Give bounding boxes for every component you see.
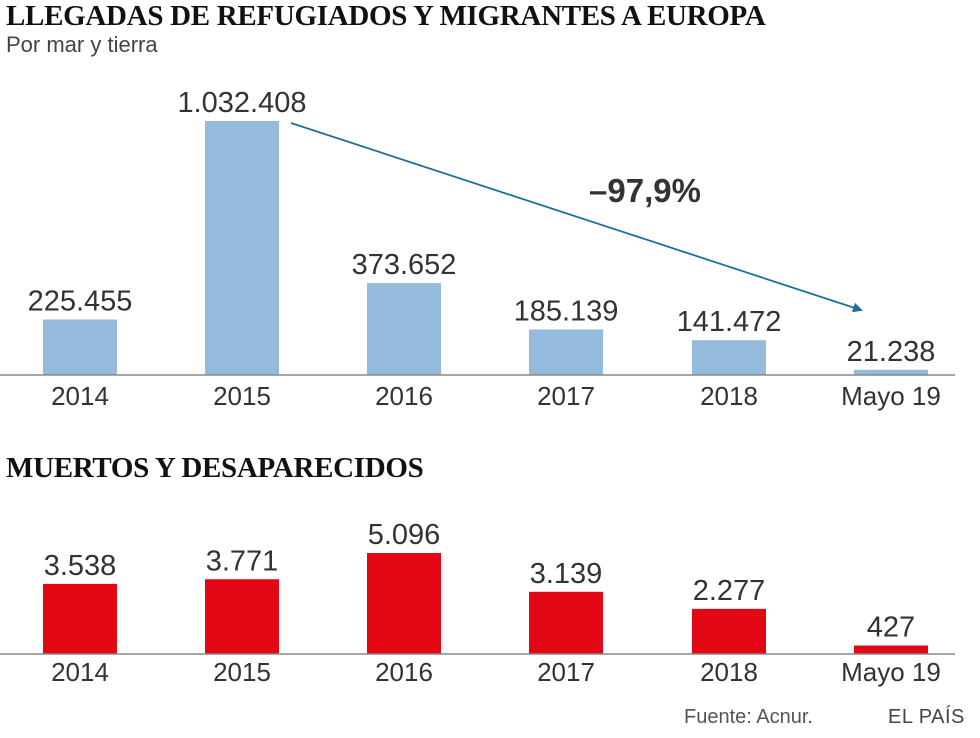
arrivals-tick-label-3: 2017: [537, 381, 595, 411]
arrivals-tick-label-5: Mayo 19: [841, 381, 941, 411]
decline-percentage-label: –97,9%: [589, 172, 701, 209]
brand-logo-text: EL PAÍS: [888, 706, 965, 728]
deaths-value-label-3: 3.139: [530, 558, 603, 590]
deaths-value-label-0: 3.538: [44, 550, 117, 582]
deaths-tick-label-5: Mayo 19: [841, 657, 941, 687]
chart1-subtitle: Por mar y tierra: [6, 32, 158, 57]
chart1-title: LLEGADAS DE REFUGIADOS Y MIGRANTES A EUR…: [6, 0, 766, 32]
source-note: Fuente: Acnur.: [684, 706, 813, 728]
chart2-title: MUERTOS Y DESAPARECIDOS: [6, 452, 424, 484]
arrivals-value-label-3: 185.139: [514, 295, 619, 327]
arrivals-tick-label-0: 2014: [51, 381, 109, 411]
arrivals-value-label-5: 21.238: [847, 336, 936, 368]
arrivals-bar-4: [692, 340, 766, 375]
deaths-tick-label-1: 2015: [213, 657, 271, 687]
arrivals-value-label-0: 225.455: [28, 286, 133, 318]
arrivals-bar-chart: –97,9% 225.455 1.032.408 373.652 185.139 141…: [0, 87, 955, 411]
deaths-value-label-4: 2.277: [693, 575, 766, 607]
arrivals-bar-0: [43, 319, 117, 375]
deaths-bar-0: [43, 583, 117, 654]
arrivals-x-tick-labels: 2014 2015 2016 2017 2018 Mayo 19: [51, 381, 941, 411]
deaths-bars: [43, 553, 928, 654]
deaths-value-label-2: 5.096: [368, 519, 441, 551]
arrivals-value-label-4: 141.472: [677, 306, 782, 338]
arrivals-value-labels: 225.455 1.032.408 373.652 185.139 141.472 21.…: [28, 87, 936, 368]
arrivals-bar-5: [854, 369, 928, 375]
deaths-tick-label-2: 2016: [375, 657, 433, 687]
deaths-tick-label-3: 2017: [537, 657, 595, 687]
deaths-bar-4: [692, 608, 766, 654]
arrivals-tick-label-4: 2018: [700, 381, 758, 411]
arrivals-bar-2: [367, 283, 441, 375]
deaths-value-label-1: 3.771: [206, 545, 279, 577]
deaths-bar-5: [854, 645, 928, 654]
arrivals-value-label-1: 1.032.408: [177, 87, 306, 119]
arrivals-tick-label-1: 2015: [213, 381, 271, 411]
deaths-tick-label-0: 2014: [51, 657, 109, 687]
deaths-value-labels: 3.538 3.771 5.096 3.139 2.277 427: [44, 519, 915, 644]
arrivals-bars: [43, 121, 928, 375]
arrivals-value-label-2: 373.652: [352, 249, 457, 281]
deaths-bar-2: [367, 553, 441, 654]
deaths-value-label-5: 427: [867, 612, 915, 644]
deaths-x-tick-labels: 2014 2015 2016 2017 2018 Mayo 19: [51, 657, 941, 687]
arrivals-tick-label-2: 2016: [375, 381, 433, 411]
deaths-tick-label-4: 2018: [700, 657, 758, 687]
arrivals-bar-1: [205, 121, 279, 375]
decline-arrow: [290, 122, 863, 313]
arrivals-bar-3: [529, 329, 603, 375]
deaths-bar-1: [205, 579, 279, 654]
deaths-bar-3: [529, 591, 603, 654]
